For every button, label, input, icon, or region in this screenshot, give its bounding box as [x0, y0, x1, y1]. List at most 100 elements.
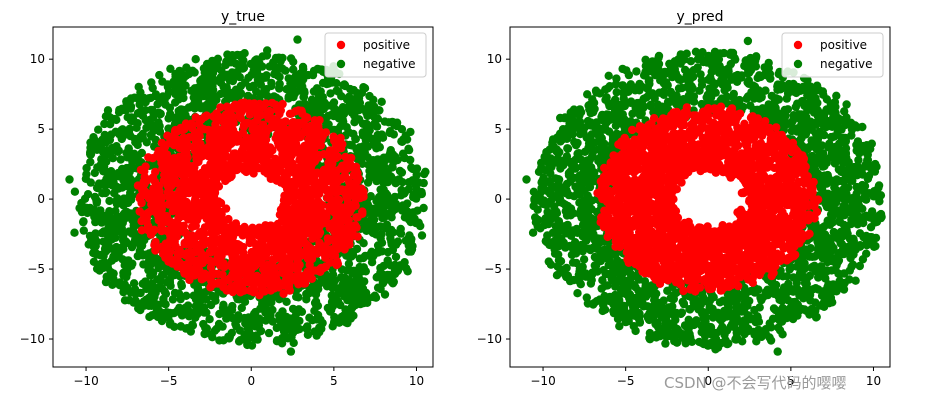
scatter-point	[92, 196, 100, 204]
scatter-point	[319, 132, 327, 140]
scatter-point	[294, 106, 302, 114]
scatter-point	[366, 216, 374, 224]
scatter-point	[118, 127, 126, 135]
scatter-point	[301, 194, 309, 202]
scatter-point	[180, 108, 188, 116]
scatter-point	[239, 64, 247, 72]
scatter-point	[166, 198, 174, 206]
scatter-point	[184, 181, 192, 189]
scatter-point	[233, 224, 241, 232]
scatter-point	[184, 206, 192, 214]
scatter-point	[191, 104, 199, 112]
scatter-point	[288, 236, 296, 244]
scatter-point	[267, 298, 275, 306]
scatter-point	[311, 222, 319, 230]
scatter-point	[329, 322, 337, 330]
scatter-point	[234, 311, 242, 319]
x-tick-label: −10	[73, 374, 98, 388]
scatter-point	[108, 281, 116, 289]
scatter-point	[334, 239, 342, 247]
scatter-point	[398, 262, 406, 270]
scatter-point	[180, 81, 188, 89]
scatter-point	[324, 164, 332, 172]
scatter-point	[359, 193, 367, 201]
scatter-point	[185, 276, 193, 284]
scatter-point	[316, 268, 324, 276]
scatter-point	[65, 175, 73, 183]
scatter-point	[262, 74, 270, 82]
scatter-point	[415, 219, 423, 227]
scatter-point	[299, 63, 307, 71]
scatter-point	[208, 133, 216, 141]
scatter-point	[284, 334, 292, 342]
scatter-point	[192, 307, 200, 315]
scatter-point	[122, 182, 130, 190]
scatter-point	[375, 193, 383, 201]
scatter-point	[146, 227, 154, 235]
x-tick-label: 0	[247, 374, 255, 388]
scatter-point	[406, 156, 414, 164]
scatter-point	[101, 246, 109, 254]
scatter-point	[163, 278, 171, 286]
scatter-point	[391, 270, 399, 278]
scatter-point	[91, 169, 99, 177]
scatter-point	[75, 204, 83, 212]
scatter-point	[116, 199, 124, 207]
scatter-point	[346, 85, 354, 93]
scatter-point	[421, 168, 429, 176]
scatter-point	[193, 178, 201, 186]
scatter-point	[338, 140, 346, 148]
series-negative	[65, 35, 429, 355]
scatter-point	[233, 51, 241, 59]
scatter-point	[283, 132, 291, 140]
scatter-point	[274, 242, 282, 250]
scatter-point	[266, 143, 274, 151]
scatter-point	[178, 126, 186, 134]
scatter-point	[241, 319, 249, 327]
scatter-point	[389, 279, 397, 287]
scatter-point	[225, 228, 233, 236]
scatter-point	[359, 83, 367, 91]
scatter-point	[219, 304, 227, 312]
scatter-point	[349, 231, 357, 239]
scatter-point	[236, 241, 244, 249]
scatter-point	[322, 213, 330, 221]
scatter-point	[316, 316, 324, 324]
scatter-point	[297, 202, 305, 210]
scatter-point	[253, 272, 261, 280]
scatter-point	[345, 178, 353, 186]
scatter-point	[399, 150, 407, 158]
scatter-point	[359, 284, 367, 292]
scatter-point	[321, 254, 329, 262]
scatter-point	[249, 169, 257, 177]
scatter-point	[144, 153, 152, 161]
scatter-point	[287, 250, 295, 258]
y-tick-label: −10	[20, 332, 45, 346]
scatter-point	[392, 179, 400, 187]
scatter-point	[202, 101, 210, 109]
scatter-point	[383, 221, 391, 229]
scatter-point	[198, 75, 206, 83]
scatter-point	[211, 292, 219, 300]
scatter-point	[306, 251, 314, 259]
scatter-point	[399, 135, 407, 143]
scatter-point	[289, 58, 297, 66]
scatter-point	[330, 313, 338, 321]
scatter-point	[145, 94, 153, 102]
scatter-point	[413, 164, 421, 172]
scatter-point	[199, 290, 207, 298]
scatter-point	[136, 247, 144, 255]
scatter-point	[329, 302, 337, 310]
scatter-point	[392, 253, 400, 261]
scatter-point	[171, 238, 179, 246]
scatter-point	[269, 229, 277, 237]
scatter-point	[164, 314, 172, 322]
scatter-point	[272, 273, 280, 281]
scatter-point	[200, 230, 208, 238]
scatter-point	[349, 130, 357, 138]
scatter-point	[289, 118, 297, 126]
scatter-point	[197, 83, 205, 91]
scatter-point	[265, 329, 273, 337]
scatter-points	[522, 37, 886, 356]
